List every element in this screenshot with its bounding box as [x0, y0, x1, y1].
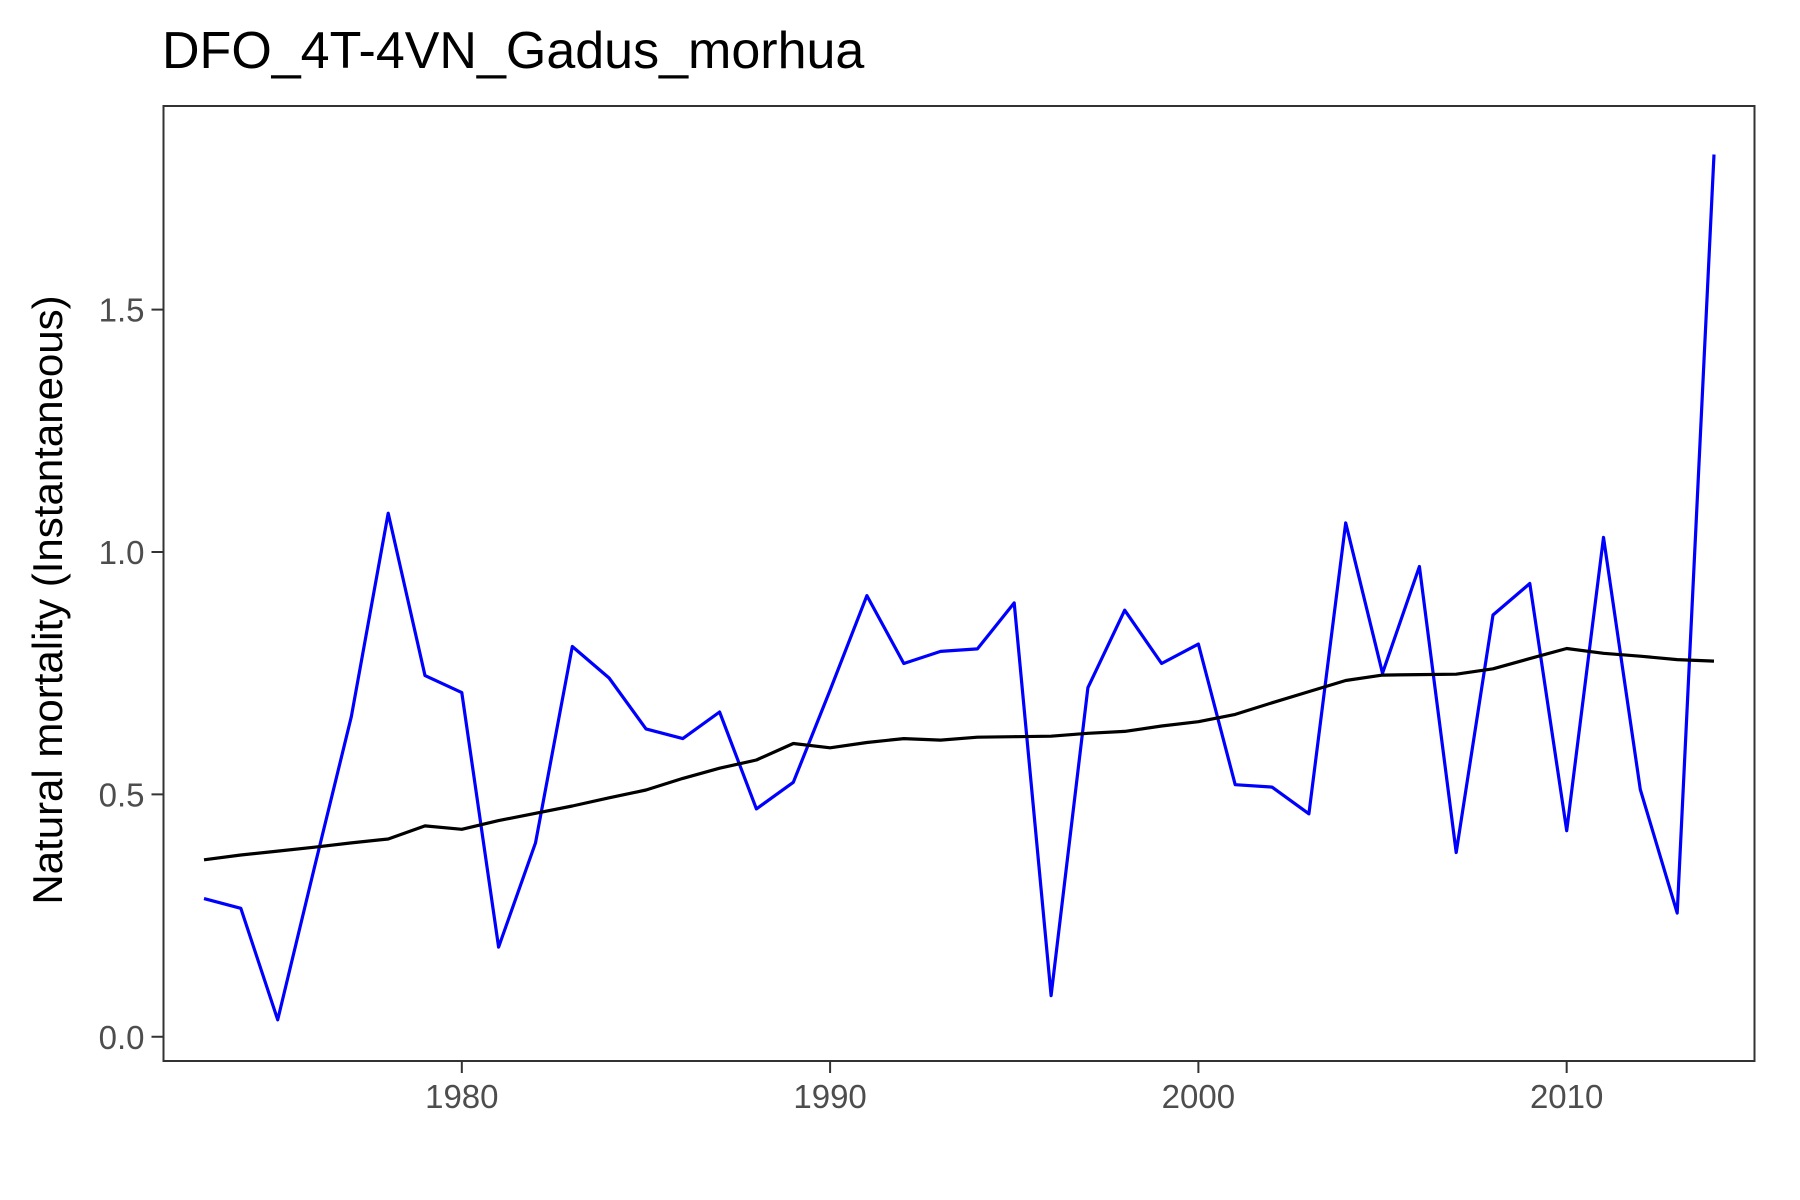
y-tick-label: 0.5: [99, 776, 145, 813]
x-axis: 1980 1990 2000 2010: [425, 1061, 1603, 1115]
y-tick-label: 1.0: [99, 534, 145, 571]
y-axis-label: Natural mortality (Instantaneous): [24, 295, 71, 904]
x-tick-label: 1980: [425, 1078, 498, 1115]
series-layer: [203, 154, 1716, 1022]
x-tick-label: 2000: [1162, 1078, 1235, 1115]
chart-title: DFO_4T-4VN_Gadus_morhua: [162, 22, 864, 80]
y-tick-label: 1.5: [99, 292, 145, 329]
x-tick-label: 2010: [1530, 1078, 1603, 1115]
series-line-2: [203, 646, 1715, 862]
y-tick-label: 0.0: [99, 1019, 145, 1056]
y-axis: 0.0 0.5 1.0 1.5: [99, 292, 164, 1056]
plot-panel-border: [162, 105, 1756, 1062]
series-line-1: [203, 154, 1716, 1022]
x-tick-label: 1990: [793, 1078, 866, 1115]
